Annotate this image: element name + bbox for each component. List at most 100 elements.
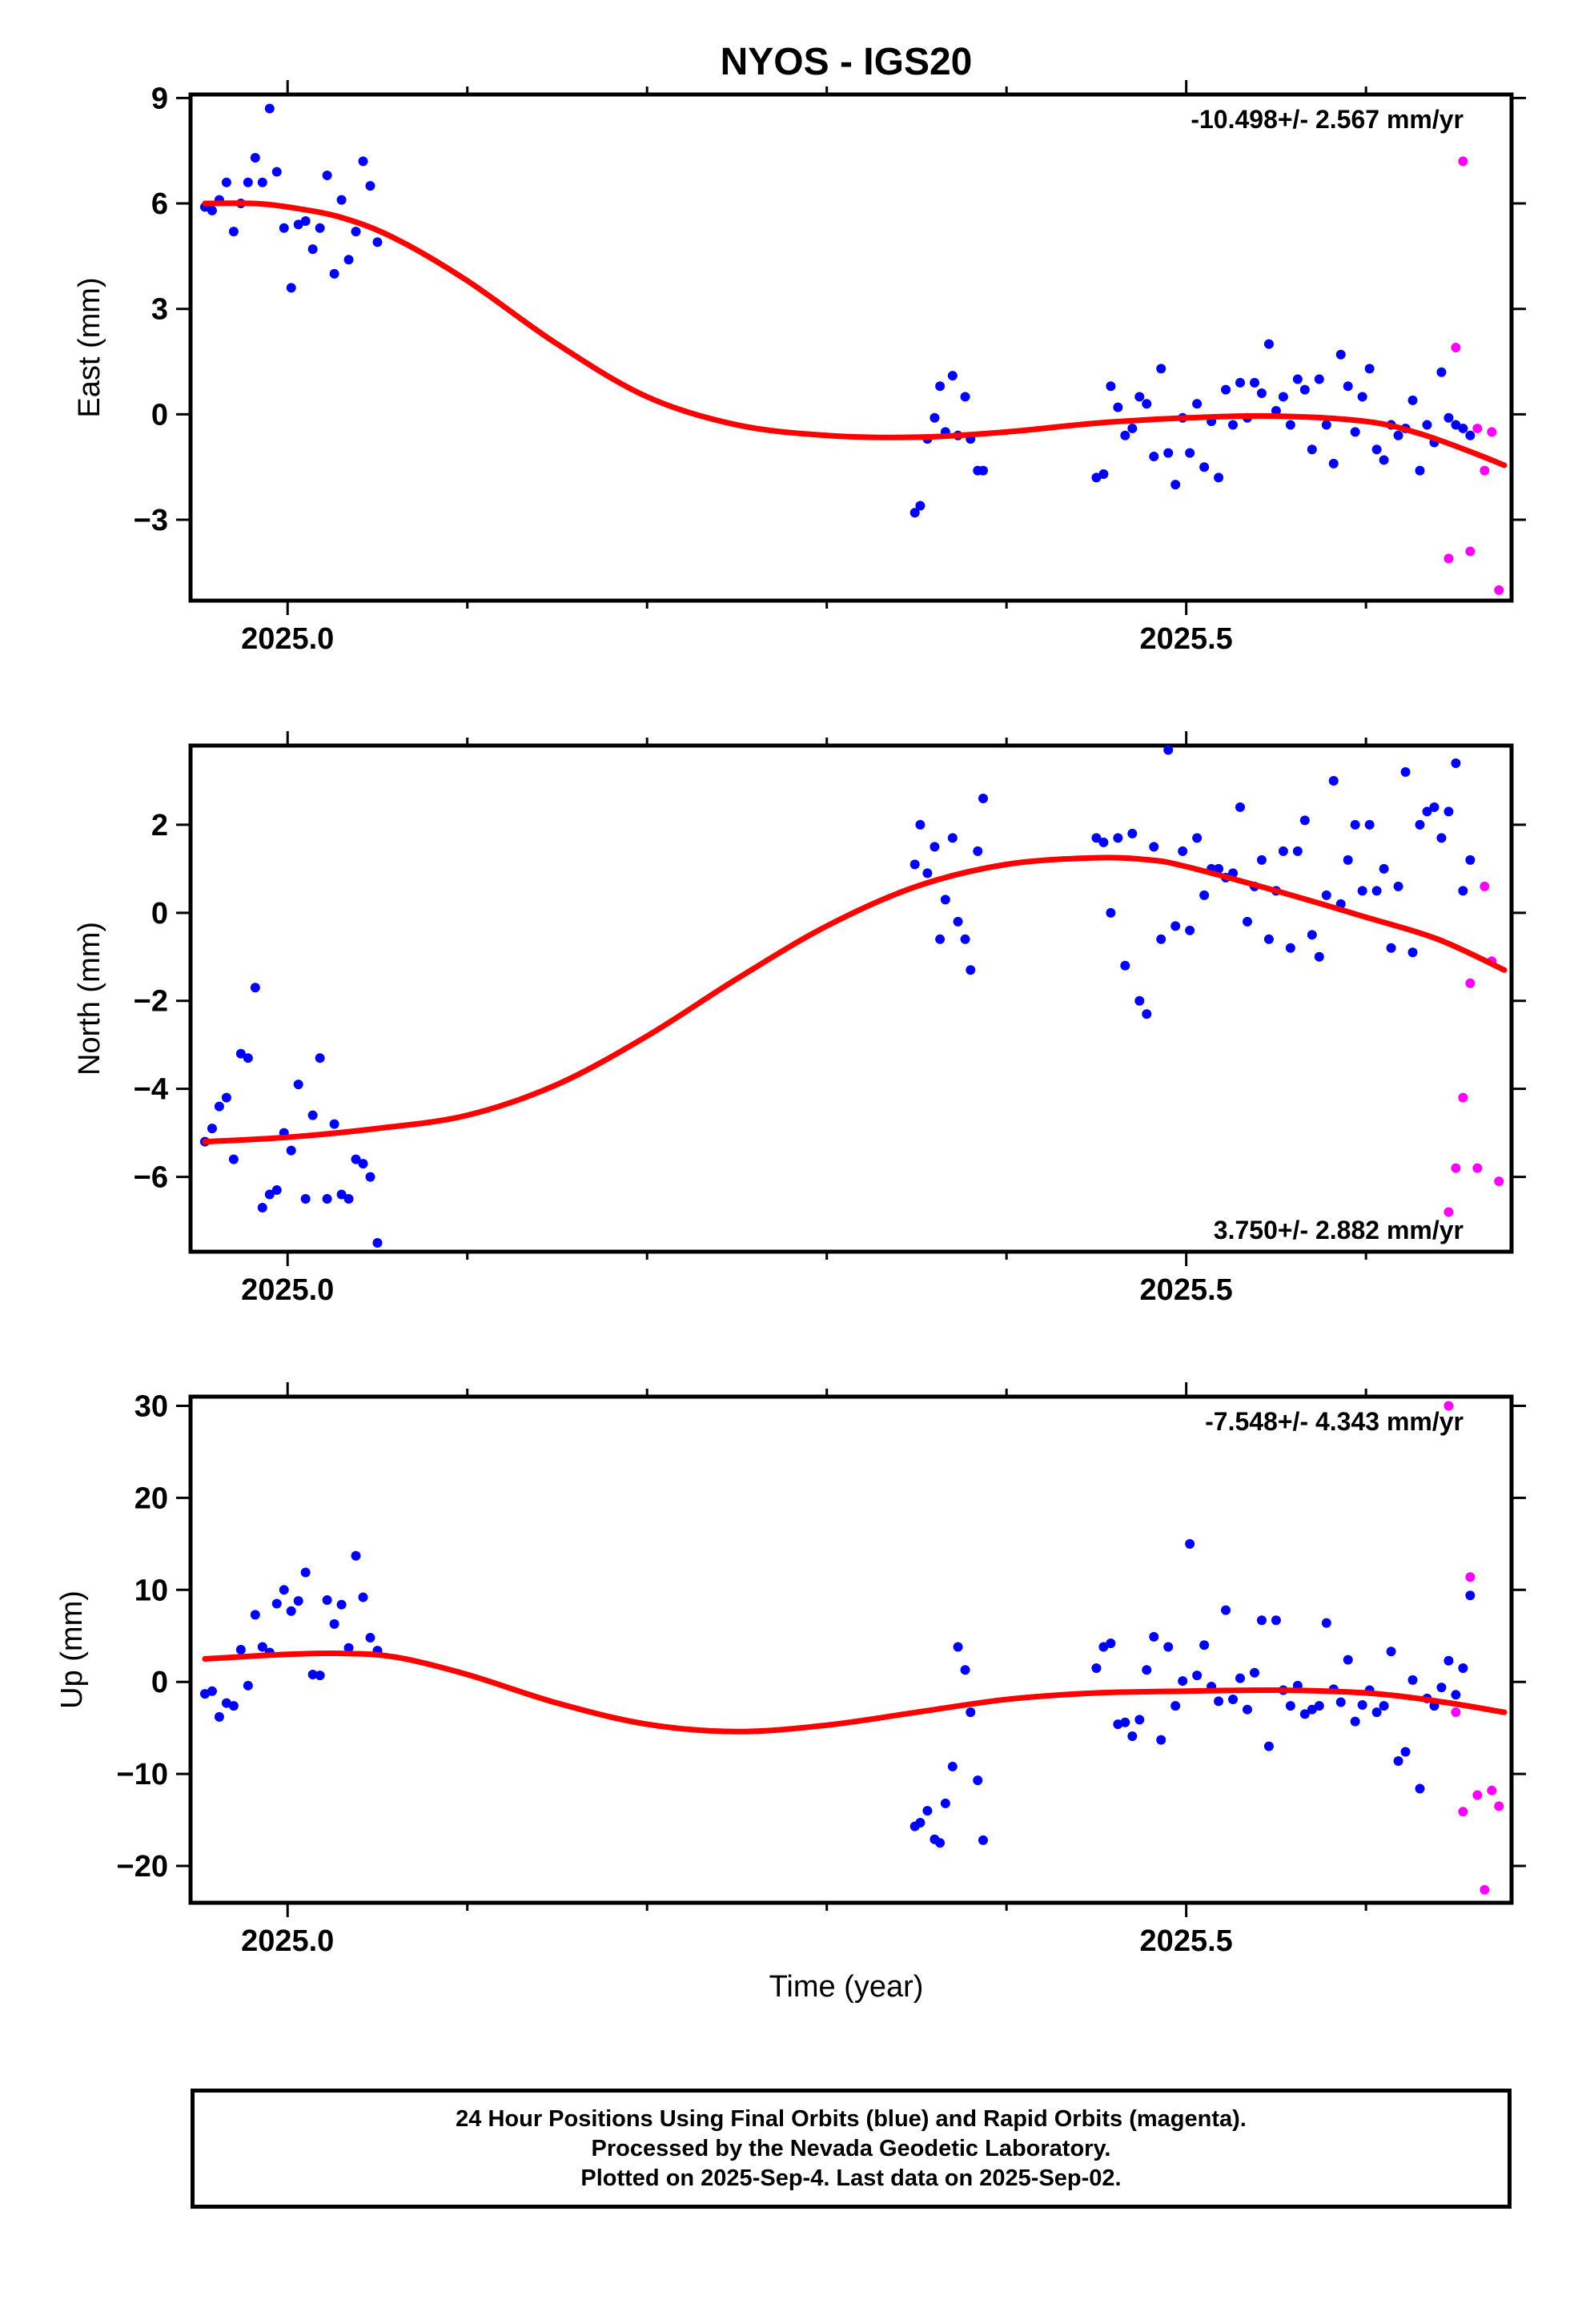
final-orbit-point [1113, 402, 1123, 412]
final-orbit-point [235, 1645, 246, 1655]
final-orbit-point [1163, 1642, 1174, 1652]
final-orbit-point [329, 1119, 339, 1129]
chart-panel-3: 2025.0 2025.5 30 20 10 0 −10 −20 Up (mm) -7.548+/… [55, 1382, 1526, 1958]
final-orbit-point [358, 156, 368, 167]
final-orbit-point [1120, 960, 1130, 971]
final-orbit-point [1228, 420, 1239, 430]
final-orbit-point [1256, 1615, 1267, 1626]
final-orbit-point [1134, 392, 1145, 402]
final-orbit-point [315, 1053, 325, 1063]
final-orbit-point [935, 1838, 946, 1848]
final-orbit-point [1307, 444, 1317, 455]
final-orbit-point [1185, 925, 1195, 935]
final-orbit-point [365, 1633, 375, 1643]
final-orbit-point [264, 103, 275, 114]
final-orbit-point [1192, 399, 1203, 409]
final-orbit-point [358, 1592, 368, 1602]
y-axis-label: North (mm) [73, 922, 106, 1076]
final-orbit-point [922, 868, 933, 879]
final-orbit-point [1465, 430, 1476, 440]
final-orbit-point [978, 1835, 988, 1845]
final-orbit-point [1443, 412, 1454, 423]
y-tick-label: 2 [151, 809, 168, 842]
final-orbit-point [947, 371, 958, 381]
rapid-orbit-point [1494, 1801, 1504, 1811]
final-orbit-point [286, 1145, 296, 1156]
final-orbit-point [947, 833, 958, 843]
final-orbit-point [214, 1711, 224, 1722]
rapid-orbit-point [1487, 427, 1497, 437]
final-orbit-point [1443, 806, 1454, 817]
final-orbit-point [365, 1172, 375, 1182]
final-orbit-point [351, 1154, 361, 1164]
plot-data [199, 103, 1508, 595]
final-orbit-point [1178, 846, 1188, 856]
final-orbit-point [1256, 854, 1267, 865]
final-orbit-point [1091, 833, 1102, 843]
final-orbit-point [1278, 846, 1288, 856]
chart-panel-1: 2025.0 2025.5 9 6 3 0 −3 East (mm) -10.498+/- 2.… [73, 80, 1526, 656]
rapid-orbit-point [1494, 585, 1504, 595]
final-orbit-point [1364, 819, 1375, 830]
final-orbit-point [257, 1642, 267, 1652]
final-orbit-point [1321, 1618, 1331, 1628]
final-orbit-point [271, 167, 282, 177]
final-orbit-point [1285, 420, 1295, 430]
final-orbit-point [1199, 890, 1210, 900]
final-orbit-point [930, 842, 940, 852]
rapid-orbit-point [1451, 343, 1461, 352]
rapid-orbit-point [1465, 546, 1476, 557]
final-orbit-point [978, 465, 988, 476]
final-orbit-point [1163, 448, 1174, 458]
x-tick-label: 2025.0 [241, 1273, 334, 1307]
final-orbit-point [1214, 1696, 1224, 1707]
x-tick-label: 2025.5 [1140, 1924, 1233, 1958]
rapid-orbit-point [1472, 423, 1483, 433]
final-orbit-point [1142, 399, 1152, 409]
final-orbit-point [1350, 1716, 1360, 1727]
rapid-orbit-point [1458, 156, 1468, 167]
final-orbit-point [243, 1680, 253, 1691]
final-orbit-point [286, 283, 296, 293]
final-orbit-point [973, 846, 983, 856]
final-orbit-point [351, 1550, 361, 1561]
y-tick-label: 20 [135, 1482, 168, 1515]
final-orbit-point [243, 177, 253, 187]
final-orbit-point [235, 1048, 246, 1059]
final-orbit-point [1235, 1673, 1246, 1683]
final-orbit-point [1321, 420, 1331, 430]
final-orbit-point [1379, 455, 1389, 465]
final-orbit-point [953, 1642, 963, 1652]
final-orbit-point [1120, 430, 1130, 440]
final-orbit-point [1199, 1640, 1210, 1651]
final-orbit-point [1393, 881, 1403, 891]
final-orbit-point [1243, 1704, 1252, 1715]
final-orbit-point [1149, 1631, 1159, 1642]
rapid-orbit-point [1465, 1572, 1476, 1582]
final-orbit-point [1149, 452, 1159, 462]
final-orbit-point [966, 965, 976, 975]
rapid-orbit-point [1451, 1163, 1461, 1173]
final-orbit-point [1299, 815, 1310, 826]
final-orbit-point [1465, 1590, 1476, 1601]
footer-box: 24 Hour Positions Using Final Orbits (bl… [191, 2089, 1512, 2209]
final-orbit-point [1199, 462, 1210, 472]
final-orbit-point [1120, 1717, 1130, 1727]
final-orbit-point [1436, 1683, 1447, 1693]
y-tick-label: −2 [134, 985, 168, 1019]
chart-panel-2: 2025.0 2025.5 2 0 −2 −4 −6 North (mm) 3.750+/- 2… [73, 731, 1526, 1307]
y-axis-label: Up (mm) [55, 1590, 89, 1709]
final-orbit-point [915, 819, 926, 830]
final-orbit-point [207, 1124, 217, 1134]
final-orbit-point [315, 1671, 325, 1681]
final-orbit-point [1142, 1009, 1152, 1019]
y-tick-label: −4 [134, 1073, 168, 1107]
final-orbit-point [1091, 1663, 1102, 1673]
final-orbit-point [336, 1189, 347, 1200]
y-tick-label: 6 [151, 187, 168, 221]
y-tick-label: 10 [135, 1574, 168, 1607]
final-orbit-point [228, 1154, 239, 1164]
final-orbit-point [947, 1761, 958, 1771]
final-orbit-point [1443, 1655, 1454, 1666]
final-orbit-point [1113, 833, 1123, 843]
